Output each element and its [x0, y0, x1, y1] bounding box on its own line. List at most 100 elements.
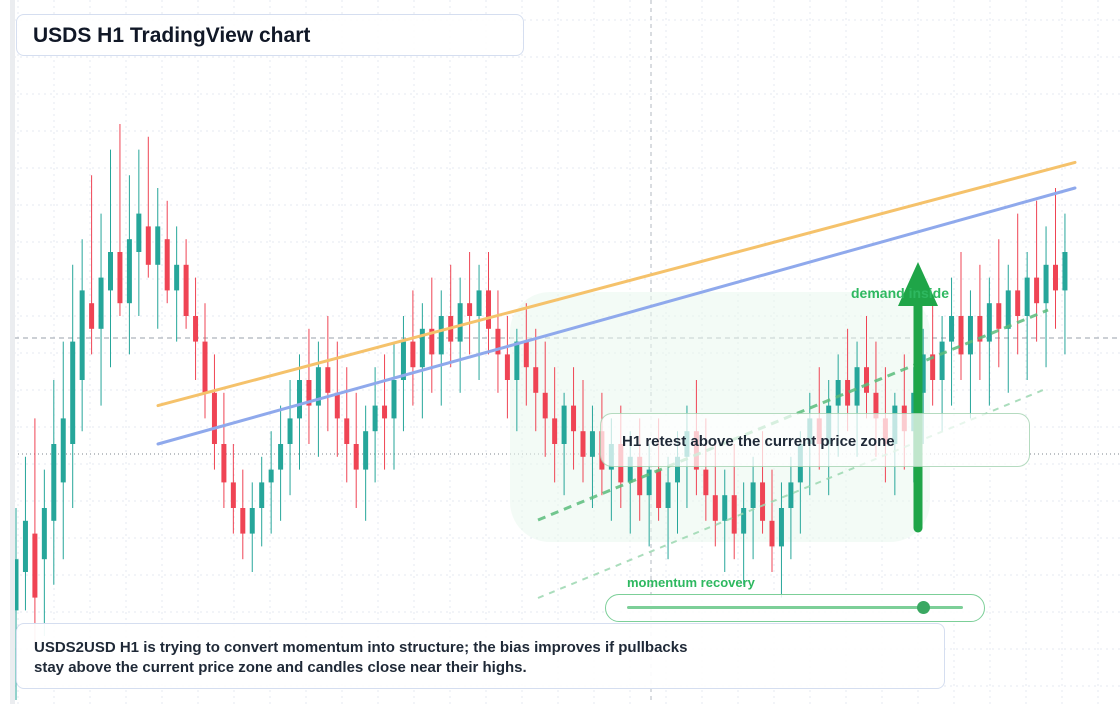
candle-body	[665, 482, 671, 508]
candle-body	[561, 405, 567, 444]
candle-body	[967, 316, 973, 355]
chart-title: USDS H1 TradingView chart	[33, 24, 311, 47]
candle-body	[986, 303, 992, 342]
candle-body	[155, 226, 161, 265]
candle-body	[760, 482, 766, 521]
candle-body	[306, 380, 312, 406]
candle-body	[675, 456, 680, 483]
candle-body	[363, 431, 369, 470]
candle-body	[278, 444, 284, 470]
candle-body	[202, 341, 208, 393]
candle-body	[571, 405, 577, 432]
candle-body	[835, 380, 841, 406]
candle-body	[712, 495, 718, 521]
candle-body	[627, 456, 633, 483]
candle-body	[580, 431, 586, 457]
candle-body	[542, 392, 548, 419]
candle-body	[703, 469, 709, 496]
momentum-slider[interactable]	[605, 594, 985, 622]
candle-body	[1062, 252, 1068, 291]
momentum-knob[interactable]	[916, 601, 930, 614]
candle-body	[656, 469, 662, 508]
channel-upper-line	[537, 308, 1049, 522]
candle-body	[788, 482, 794, 508]
candle-body	[1053, 264, 1058, 291]
candle-body	[183, 264, 189, 316]
momentum-track	[627, 606, 963, 609]
candle-body	[145, 226, 151, 265]
demand-label: demand inside	[851, 285, 950, 301]
retest-label-text: H1 retest above the current price zone	[622, 433, 895, 450]
candle-body	[1034, 277, 1040, 304]
candle-body	[1005, 290, 1011, 329]
candle-body	[249, 508, 255, 534]
candle-body	[70, 341, 76, 444]
candle-body	[419, 328, 425, 368]
analysis-note-text: USDS2USD H1 is trying to convert momentu…	[34, 639, 688, 676]
candle-body	[334, 392, 340, 419]
candle-body	[117, 252, 123, 304]
candle-body	[1043, 264, 1049, 304]
candle-body	[315, 367, 321, 406]
candle-body	[382, 405, 388, 419]
candle-body	[193, 316, 199, 342]
candle-body	[769, 520, 775, 547]
candle-body	[136, 213, 142, 252]
candle-body	[79, 290, 85, 380]
candle-body	[750, 482, 756, 508]
candle-body	[400, 341, 406, 380]
candle-body	[32, 533, 38, 598]
candle-body	[287, 418, 293, 444]
candle-body	[126, 239, 132, 304]
resistance-trendline	[156, 160, 1077, 408]
candle-body	[410, 341, 416, 368]
candle-body	[977, 316, 983, 342]
candle-body	[845, 380, 851, 406]
candle-body	[297, 380, 302, 419]
candle-body	[240, 508, 246, 534]
retest-zone-label: H1 retest above the current price zone	[600, 413, 1030, 467]
candle-body	[854, 367, 860, 406]
candle-body	[438, 316, 444, 355]
candle-body	[958, 316, 964, 355]
candle-body	[98, 277, 104, 329]
candle-body	[41, 508, 47, 560]
candle-body	[467, 303, 473, 316]
candle-body	[514, 341, 520, 380]
candle-body	[486, 290, 491, 329]
candle-body	[259, 482, 265, 508]
candle-body	[108, 252, 113, 291]
candle-body	[646, 469, 652, 496]
candle-body	[429, 328, 435, 355]
candle-body	[996, 303, 1002, 329]
candle-body	[939, 341, 945, 380]
candle-body	[637, 456, 643, 496]
candle-body	[476, 290, 482, 316]
candle-body	[353, 444, 359, 470]
candle-body	[60, 418, 66, 483]
candle-body	[457, 303, 463, 342]
candle-body	[13, 559, 19, 611]
support-trendline	[156, 186, 1077, 446]
candle-body	[1015, 290, 1021, 316]
candle-body	[920, 354, 926, 393]
candle-body	[372, 405, 378, 432]
candle-body	[22, 520, 28, 572]
candle-body	[504, 354, 510, 380]
candle-body	[51, 444, 57, 521]
candle-body	[873, 392, 879, 419]
candle-body	[344, 418, 350, 444]
candle-body	[268, 469, 274, 483]
candle-body	[523, 341, 529, 368]
candle-body	[211, 392, 217, 444]
up-arrow-head	[898, 262, 938, 306]
candle-body	[778, 508, 784, 547]
candle-body	[164, 239, 170, 291]
title-panel: USDS H1 TradingView chart	[16, 14, 524, 56]
candle-body	[221, 444, 227, 483]
candle-body	[552, 418, 558, 444]
candle-body	[533, 367, 539, 393]
candle-body	[722, 495, 728, 521]
candle-body	[230, 482, 236, 508]
candle-body	[174, 264, 180, 291]
